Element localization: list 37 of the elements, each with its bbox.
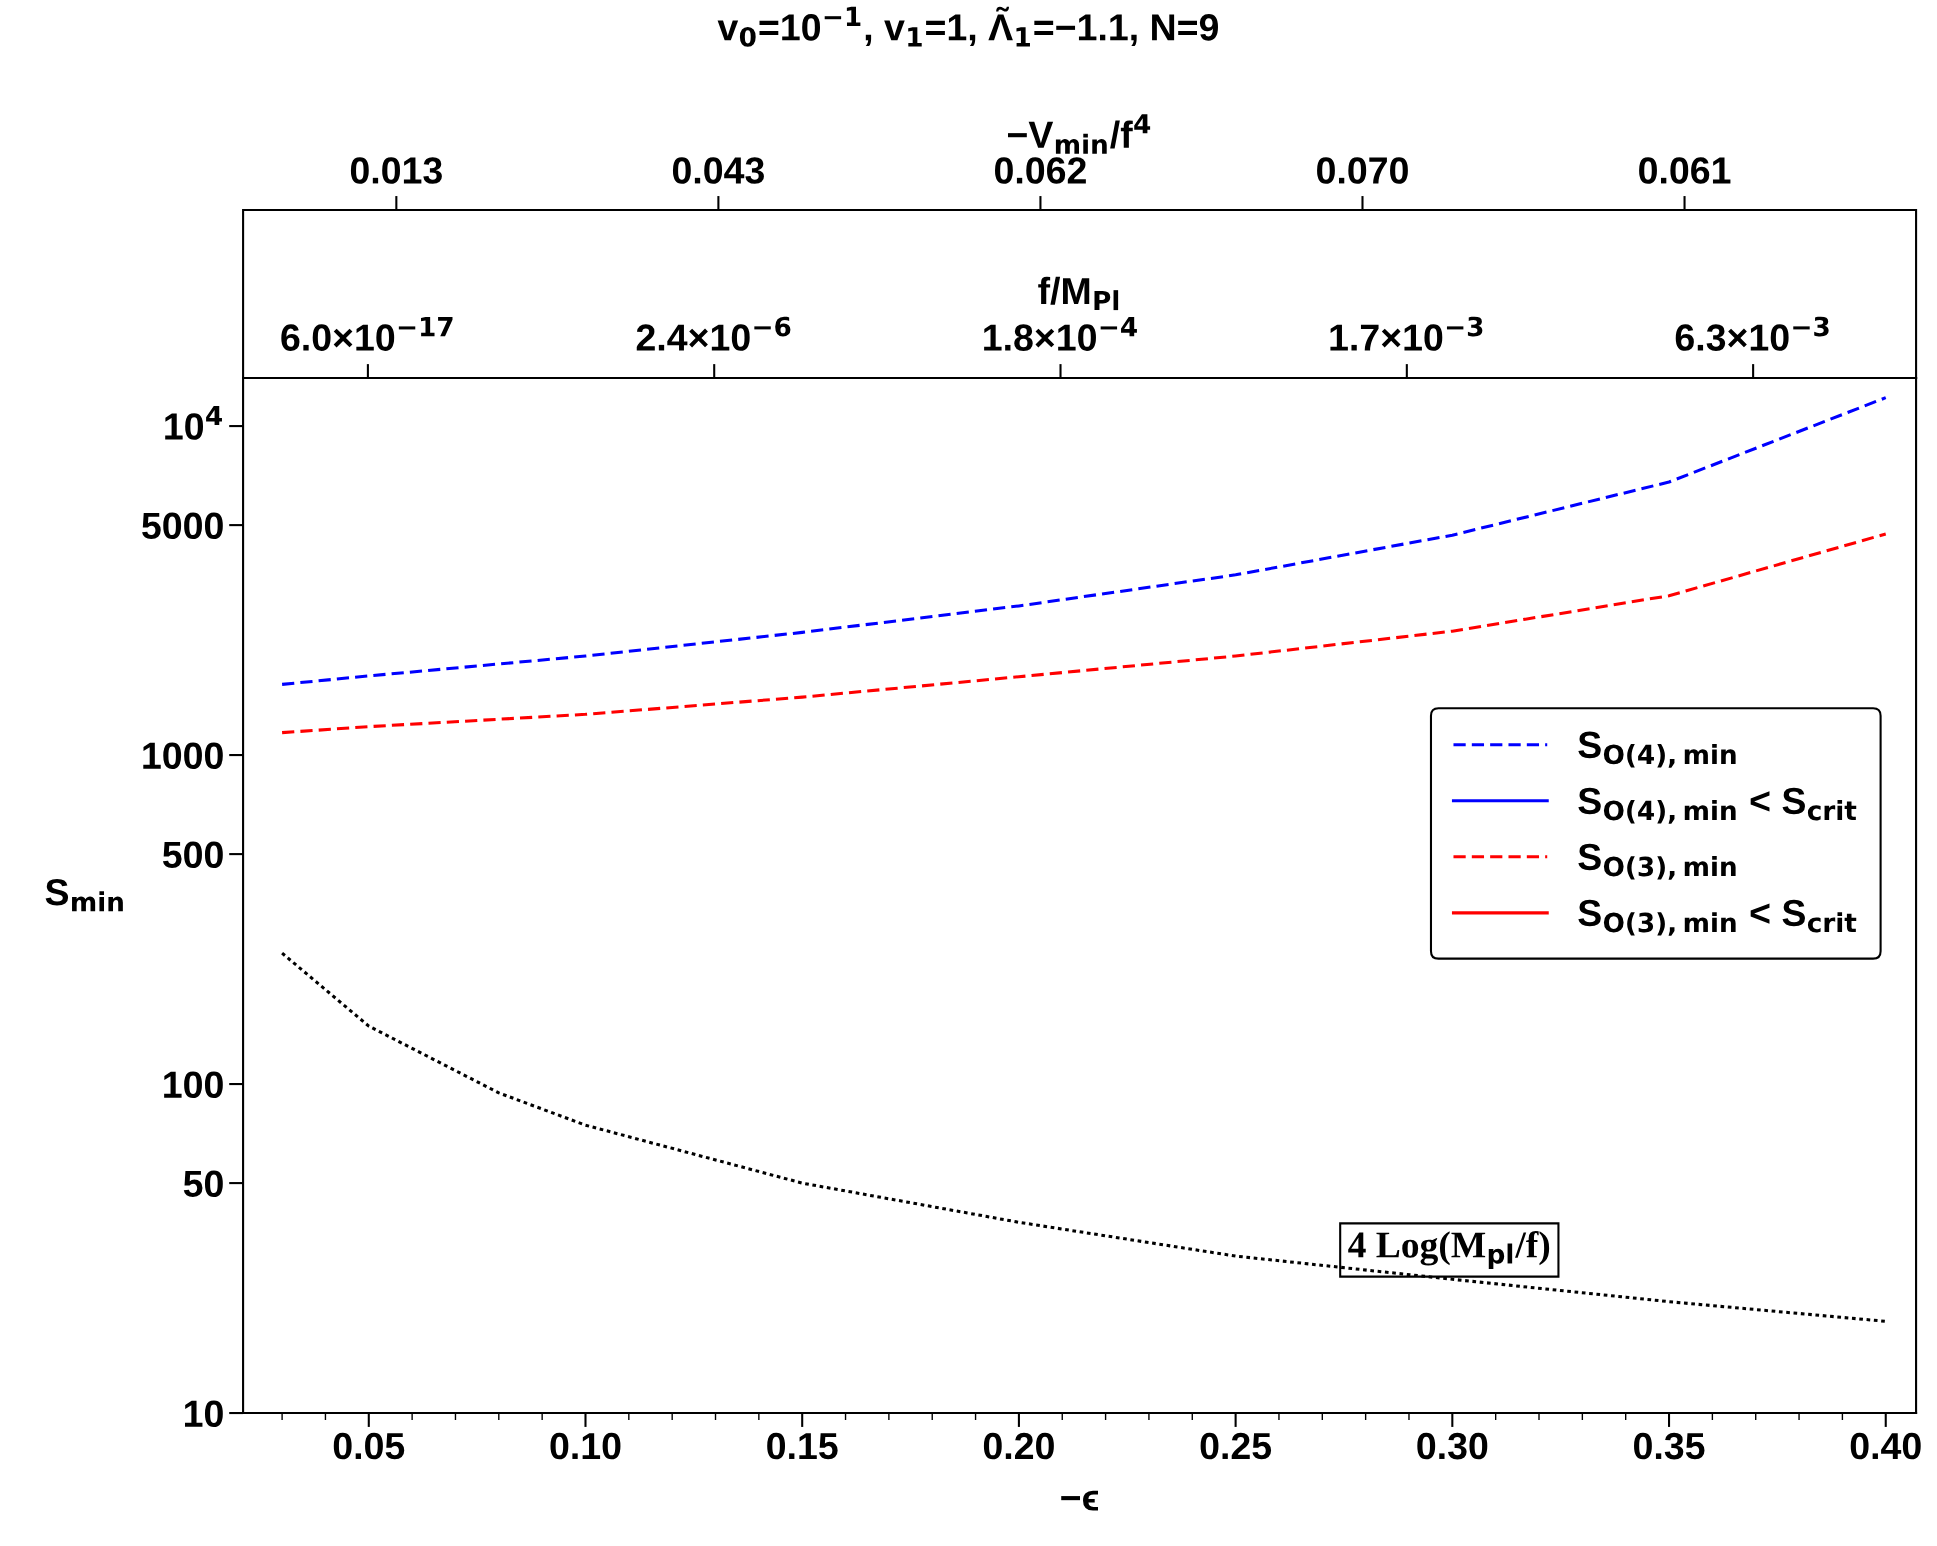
legend-label: S$_{O(3),min}$ [1578, 843, 1736, 880]
x-tick-label: 0.20 [983, 1432, 1054, 1460]
text: −V$_{min}$/f$^{4}$ [1008, 114, 1151, 154]
text: 1.8×10$^{−4}$ [984, 317, 1137, 351]
y-tick-label: 50 [183, 1170, 223, 1198]
x-tick-label: 0.30 [1417, 1432, 1488, 1460]
text: 1.7×10$^{−3}$ [1330, 316, 1483, 351]
text: 6.0×10$^{−17}$ [281, 317, 453, 351]
text: 2.4×10$^{−6}$ [636, 316, 791, 351]
y-axis-title: S$_{min}$ [45, 878, 123, 912]
y-tick-label: 100 [164, 1071, 223, 1099]
legend-label: S$_{O(4),min}$ [1578, 731, 1736, 768]
chart-title: v$_{0}$=10$^{−1}$, v$_{1}$=1, Λ̃$_{1}$=−1.1, N=9 [717, 6, 1218, 47]
x-tick-label: 0.40 [1850, 1432, 1921, 1460]
x-axis-title: −ϵ [1061, 1490, 1098, 1511]
text: 6.3×10$^{−3}$ [1675, 316, 1829, 351]
y-tick-label: 10$^{4}$ [165, 405, 222, 440]
y-tick-label: 5000 [142, 512, 223, 540]
text: 0.043 [672, 157, 764, 184]
x-tick-label: 0.15 [767, 1432, 838, 1460]
x-tick-label: 0.35 [1634, 1432, 1705, 1460]
x-tick-label: 0.05 [333, 1432, 405, 1460]
text: 0.061 [1639, 157, 1731, 184]
x-tick-label: 0.10 [550, 1432, 621, 1460]
x2-axis-title: f/M$_{Pl}$ [1038, 276, 1119, 311]
line-series [280, 396, 1888, 686]
x-tick-label: 0.25 [1200, 1432, 1272, 1460]
legend-label: S$_{O(3),min}$ < S$_{crit}$ [1578, 899, 1857, 936]
line-series [280, 951, 1888, 1323]
y-tick-label: 1000 [143, 742, 223, 770]
text: 0.013 [350, 157, 442, 184]
y-tick-label: 10 [185, 1400, 223, 1427]
annotation: 4 Log(M$_{pl}$/f) [1348, 1230, 1550, 1269]
y-tick-label: 500 [162, 841, 223, 869]
text: 0.062 [995, 157, 1086, 184]
text: 0.070 [1317, 157, 1408, 184]
legend-label: S$_{O(4),min}$ < S$_{crit}$ [1578, 787, 1857, 824]
